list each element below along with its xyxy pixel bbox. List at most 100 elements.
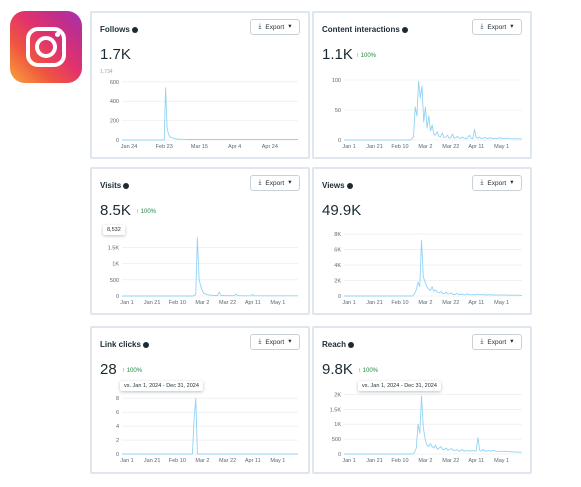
y-tick-label: 0 — [116, 294, 119, 300]
x-tick-label: Apr 11 — [468, 458, 484, 464]
info-icon[interactable] — [123, 182, 130, 189]
x-tick-label: May 1 — [494, 300, 509, 306]
metric-value: 1.1K — [322, 46, 353, 63]
y-tick-label: 1K — [334, 422, 341, 428]
y-tick-label: 0 — [338, 452, 341, 458]
card-title: Link clicks — [100, 340, 141, 349]
x-tick-label: Mar 2 — [418, 300, 432, 306]
y-tick-label: 4K — [334, 263, 341, 269]
info-icon[interactable] — [131, 26, 138, 33]
x-tick-label: Mar 2 — [418, 144, 432, 150]
export-button[interactable]: ⤓ Export ▾ — [250, 334, 300, 350]
series-line — [122, 237, 298, 297]
export-button[interactable]: ⤓ Export ▾ — [250, 175, 300, 191]
export-label: Export — [265, 338, 285, 346]
export-button[interactable]: ⤓ Export ▾ — [472, 334, 522, 350]
export-button[interactable]: ⤓ Export ▾ — [250, 19, 300, 35]
x-tick-label: Mar 22 — [442, 300, 459, 306]
y-tick-label: 1.5K — [108, 246, 120, 252]
info-icon[interactable] — [142, 341, 149, 348]
x-tick-label: May 1 — [270, 300, 285, 306]
export-button[interactable]: ⤓ Export ▾ — [472, 19, 522, 35]
metric-value: 1.7K — [100, 46, 131, 63]
info-icon[interactable] — [346, 182, 353, 189]
hover-tooltip: 1,734 — [98, 69, 115, 75]
content-interactions-chart: 0 50 100 Jan 1 Jan 21 Feb 10 Mar 2 Mar 22 Apr 11… — [332, 78, 522, 150]
x-tick-label: Jan 1 — [120, 300, 133, 306]
chevron-down-icon: ▾ — [288, 337, 292, 345]
x-tick-label: Feb 10 — [391, 144, 408, 150]
y-tick-label: 0 — [338, 138, 341, 144]
delta-badge: ↑ 100% — [356, 53, 377, 59]
download-icon: ⤓ — [258, 178, 262, 186]
download-icon: ⤓ — [480, 178, 484, 186]
y-tick-label: 6K — [334, 248, 341, 254]
y-tick-label: 4 — [116, 424, 119, 430]
delta-badge: ↑ 100% — [122, 368, 143, 374]
x-tick-label: Mar 22 — [219, 300, 236, 306]
instagram-logo-icon — [10, 11, 82, 83]
export-label: Export — [487, 23, 507, 31]
follows-card: Follows ⤓ Export ▾ 1.7K 0 200 400 600 Jan 24 Fe… — [90, 11, 310, 159]
x-tick-label: Feb 10 — [391, 300, 408, 306]
info-icon[interactable] — [348, 341, 355, 348]
series-line — [122, 397, 298, 455]
chevron-down-icon: ▾ — [510, 22, 514, 30]
card-title: Reach — [322, 340, 347, 349]
follows-chart: 0 200 400 600 Jan 24 Feb 23 Mar 15 Apr 4 Apr 24 — [110, 80, 298, 150]
x-tick-label: May 1 — [494, 144, 509, 150]
x-tick-label: May 1 — [270, 458, 285, 464]
x-tick-label: Jan 1 — [342, 144, 355, 150]
x-tick-label: Mar 2 — [195, 300, 209, 306]
card-title: Content interactions — [322, 25, 400, 34]
series-line — [344, 239, 522, 297]
x-tick-label: Apr 11 — [245, 300, 261, 306]
link-clicks-chart: 0 2 4 6 8 Jan 1 Jan 21 Feb 10 Mar 2 Mar 22 Apr 11 M… — [116, 396, 298, 464]
y-tick-label: 400 — [110, 99, 119, 105]
reach-chart: 0 500 1K 1.5K 2K Jan 1 Jan 21 Feb 10 Mar 2 Mar 22… — [330, 392, 522, 464]
views-card: Views ⤓ Export ▾ 49.9K 0 2K 4K 6K 8K Jan 1 Jan 2… — [312, 167, 532, 315]
export-label: Export — [265, 179, 285, 187]
y-tick-label: 8K — [334, 232, 341, 238]
x-tick-label: Jan 21 — [144, 300, 161, 306]
x-tick-label: Apr 11 — [245, 458, 261, 464]
x-tick-label: Mar 2 — [195, 458, 209, 464]
y-tick-label: 2 — [116, 438, 119, 444]
x-tick-label: Jan 21 — [366, 458, 383, 464]
x-tick-label: Jan 21 — [144, 458, 161, 464]
x-tick-label: May 1 — [494, 458, 509, 464]
visits-chart: 0 500 1K 1.5K Jan 1 Jan 21 Feb 10 Mar 2 Mar 22 Ap… — [108, 237, 298, 306]
y-tick-label: 6 — [116, 410, 119, 416]
x-tick-label: Apr 11 — [468, 300, 484, 306]
delta-badge: ↑ 100% — [358, 368, 379, 374]
delta-badge: ↑ 100% — [136, 209, 157, 215]
series-line — [122, 87, 298, 141]
export-label: Export — [487, 179, 507, 187]
chevron-down-icon: ▾ — [288, 178, 292, 186]
chevron-down-icon: ▾ — [288, 22, 292, 30]
x-tick-label: Jan 24 — [121, 144, 138, 150]
y-tick-label: 1K — [112, 262, 119, 268]
series-line — [344, 80, 522, 141]
series-line — [344, 395, 522, 455]
y-tick-label: 100 — [332, 78, 341, 84]
x-tick-label: Mar 22 — [219, 458, 236, 464]
x-tick-label: Mar 2 — [418, 458, 432, 464]
x-tick-label: Jan 1 — [342, 300, 355, 306]
metric-value: 49.9K — [322, 202, 362, 219]
x-tick-label: Feb 23 — [156, 144, 173, 150]
y-tick-label: 600 — [110, 80, 119, 86]
x-tick-label: Feb 10 — [169, 300, 186, 306]
hover-tooltip: vs. Jan 1, 2024 - Dec 31, 2024 — [358, 381, 441, 391]
x-tick-label: Mar 22 — [442, 458, 459, 464]
y-tick-label: 2K — [334, 279, 341, 285]
chevron-down-icon: ▾ — [510, 337, 514, 345]
reach-card: Reach ⤓ Export ▾ 9.8K ↑ 100% 0 500 1K 1.5K 2K J… — [312, 326, 532, 474]
y-tick-label: 200 — [110, 119, 119, 125]
y-tick-label: 8 — [116, 396, 119, 402]
y-tick-label: 2K — [334, 392, 341, 398]
export-button[interactable]: ⤓ Export ▾ — [472, 175, 522, 191]
x-tick-label: Jan 21 — [366, 144, 383, 150]
y-tick-label: 500 — [332, 437, 341, 443]
info-icon[interactable] — [401, 26, 408, 33]
